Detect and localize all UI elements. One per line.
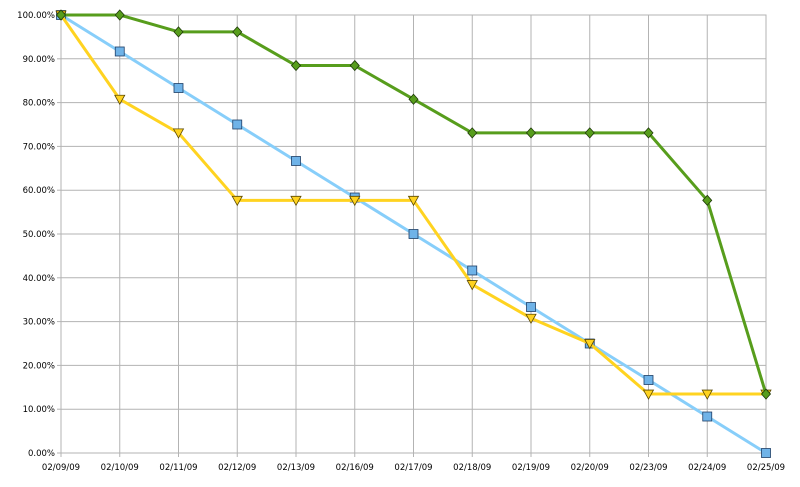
data-point — [466, 280, 478, 291]
x-tick-label: 02/17/09 — [394, 463, 432, 473]
data-point — [290, 59, 302, 72]
y-tick-label: 50.00% — [23, 230, 55, 240]
data-point — [173, 26, 184, 38]
x-tick-label: 02/19/09 — [512, 463, 550, 473]
tick-labels: 0.00% 10.00% 20.00% 30.00% 40.00% 50.00% 60.00… — [17, 11, 785, 473]
data-point — [114, 9, 125, 21]
data-point — [701, 389, 713, 400]
data-point — [526, 302, 536, 312]
data-point — [408, 93, 419, 105]
data-point — [114, 94, 126, 106]
y-tick-label: 70.00% — [23, 142, 55, 152]
data-point — [232, 26, 243, 38]
x-tick-label: 02/23/09 — [629, 463, 667, 473]
data-point — [467, 127, 478, 139]
data-point — [349, 59, 360, 72]
data-point — [231, 195, 243, 207]
y-tick-label: 90.00% — [23, 55, 55, 65]
data-point — [55, 9, 67, 21]
data-point — [114, 46, 125, 57]
data-point — [525, 313, 537, 325]
data-point — [702, 411, 713, 422]
data-point — [702, 194, 713, 206]
y-tick-label: 30.00% — [23, 318, 55, 328]
x-tick-label: 02/16/09 — [336, 463, 374, 473]
data-point — [173, 83, 184, 93]
data-point — [407, 195, 420, 207]
x-tick-label: 02/10/09 — [101, 463, 139, 473]
data-point — [761, 448, 771, 458]
y-tick-label: 80.00% — [23, 99, 55, 109]
data-point — [643, 127, 654, 139]
x-tick-label: 02/12/09 — [218, 463, 256, 473]
x-tick-label: 02/24/09 — [688, 463, 726, 473]
y-tick-label: 0.00% — [28, 449, 55, 459]
data-point — [290, 195, 302, 207]
x-tick-label: 02/11/09 — [159, 463, 197, 473]
data-point — [408, 229, 419, 239]
y-tick-label: 40.00% — [23, 274, 55, 284]
plot-border — [60, 14, 767, 454]
series-3 — [55, 9, 772, 400]
y-tick-label: 10.00% — [23, 405, 55, 415]
data-point — [584, 339, 596, 350]
series-group — [55, 9, 772, 458]
axes — [57, 14, 767, 457]
data-point — [760, 388, 772, 400]
data-point — [172, 128, 185, 139]
data-point — [291, 156, 301, 166]
x-tick-label: 02/20/09 — [571, 463, 609, 473]
y-tick-label: 100.00% — [17, 11, 55, 21]
data-point — [525, 127, 537, 139]
y-tick-label: 60.00% — [23, 186, 55, 196]
x-tick-label: 02/25/09 — [747, 463, 785, 473]
data-point — [642, 389, 655, 400]
data-point — [584, 127, 595, 139]
data-point — [232, 119, 243, 130]
y-tick-label: 20.00% — [23, 361, 55, 371]
x-tick-label: 02/18/09 — [453, 463, 491, 473]
x-tick-label: 02/13/09 — [277, 463, 315, 473]
data-point — [349, 195, 361, 207]
data-point — [643, 375, 654, 385]
data-point — [467, 265, 478, 276]
x-tick-label: 02/09/09 — [42, 463, 80, 473]
